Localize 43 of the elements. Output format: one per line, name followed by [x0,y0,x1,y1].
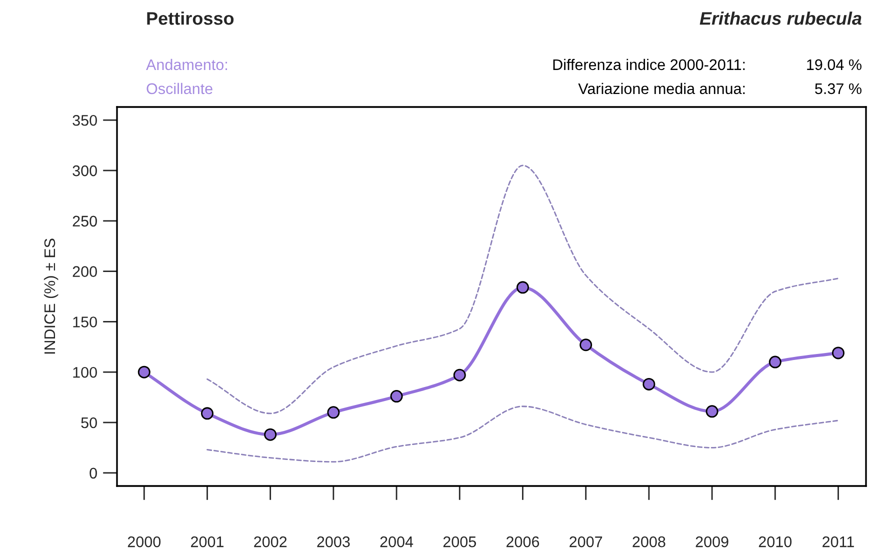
point [768,356,782,368]
chart-subtitle: Erithacus rubecula [700,12,862,25]
x-tick-label: 2008 [632,536,666,548]
y-tick-label: 0 [90,468,97,479]
point [706,405,718,418]
y-tick-label: 350 [72,114,97,126]
point [516,281,529,294]
point [327,406,340,419]
x-tick-label: 2009 [696,536,728,548]
x-tick-label: 2003 [317,536,350,548]
y-axis-title: INDICE (%) ± ES [44,238,58,354]
x-tick-label: 2002 [254,536,287,548]
point [390,390,403,403]
x-tick-label: 2010 [758,536,792,548]
x-tick-label: 2005 [443,536,476,548]
point [453,368,466,382]
y-tick-label: 300 [72,165,97,176]
y-tick-label: 100 [73,366,97,378]
point [264,428,277,441]
x-tick-label: 2007 [570,536,602,548]
text: Variazione media annua: [578,82,745,94]
text: 19.04 % [807,59,862,70]
text: 5.37 % [815,83,862,94]
y-tick-label: 150 [73,316,97,328]
point [642,378,656,390]
y-tick-label: 250 [72,216,97,227]
point [580,338,592,352]
point [138,366,150,378]
point [200,407,214,420]
point [832,346,844,360]
text: Oscillante [146,82,212,94]
x-tick-label: 2004 [380,536,414,548]
line-series [206,406,839,463]
x-tick-label: 2006 [506,536,540,548]
x-tick-label: 2001 [191,536,224,548]
y-tick-label: 200 [72,266,97,277]
text: Differenza indice 2000-2011: [553,58,745,70]
y-tick-label: 50 [81,417,97,428]
text: Andamento: [146,58,227,70]
line-series [206,164,839,414]
x-tick-label: 2011 [822,536,854,548]
x-tick-label: 2000 [128,536,161,548]
chart-title: Pettirosso [147,12,234,25]
